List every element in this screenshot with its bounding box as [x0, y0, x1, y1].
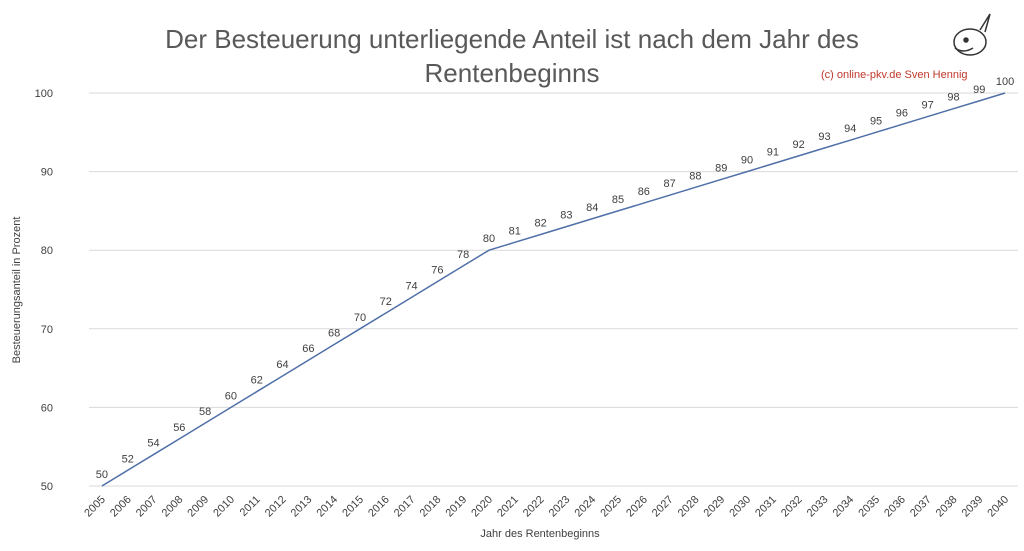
- x-tick-label: 2021: [495, 494, 521, 520]
- data-label: 96: [896, 107, 908, 119]
- x-tick-label: 2023: [547, 494, 573, 520]
- x-tick-label: 2010: [211, 494, 237, 520]
- data-label: 52: [122, 453, 134, 465]
- data-label: 83: [560, 210, 572, 222]
- line: [101, 92, 1006, 487]
- x-tick-label: 2008: [160, 494, 186, 520]
- data-label: 72: [380, 296, 392, 308]
- x-tick-label: 2017: [392, 494, 418, 520]
- x-tick-label: 2037: [908, 494, 934, 520]
- y-tick-label: 90: [41, 167, 53, 179]
- data-label: 100: [996, 76, 1014, 88]
- y-tick-label: 70: [41, 324, 53, 336]
- data-label: 92: [793, 139, 805, 151]
- x-tick-label: 2038: [934, 494, 960, 520]
- data-label: 70: [354, 312, 366, 324]
- data-label: 90: [741, 155, 753, 167]
- data-label: 98: [947, 92, 959, 104]
- x-tick-label: 2030: [727, 494, 753, 520]
- data-label: 76: [431, 265, 443, 277]
- data-label: 95: [870, 115, 882, 127]
- data-label: 97: [922, 100, 934, 112]
- x-tick-label: 2014: [314, 494, 340, 520]
- data-label: 88: [689, 170, 701, 182]
- x-tick-label: 2027: [650, 494, 676, 520]
- x-tick-label: 2039: [960, 494, 986, 520]
- x-tick-label: 2013: [289, 494, 315, 520]
- data-label: 82: [534, 217, 546, 229]
- data-label: 99: [973, 84, 985, 96]
- data-label: 91: [767, 147, 779, 159]
- x-tick-label: 2018: [418, 494, 444, 520]
- credit: (c) online-pkv.de Sven Hennig: [821, 69, 968, 81]
- x-tick-label: 2024: [573, 494, 599, 520]
- x-tick-label: 2035: [856, 494, 882, 520]
- x-tick-label: 2040: [985, 494, 1011, 520]
- x-tick-label: 2019: [444, 494, 470, 520]
- data-label: 74: [405, 280, 417, 292]
- x-tick-label: 2020: [469, 494, 495, 520]
- x-tick-label: 2007: [134, 494, 160, 520]
- x-axis-label: Jahr des Rentenbeginns: [480, 528, 600, 540]
- x-tick-label: 2036: [882, 494, 908, 520]
- x-tick-label: 2012: [263, 494, 289, 520]
- x-tick-label: 2025: [598, 494, 624, 520]
- x-tick-label: 2015: [340, 494, 366, 520]
- x-tick-label: 2033: [805, 494, 831, 520]
- y-tick-label: 100: [35, 88, 53, 100]
- x-tick-label: 2031: [753, 494, 779, 520]
- data-label: 87: [664, 178, 676, 190]
- y-tick-label: 50: [41, 481, 53, 493]
- data-label: 68: [328, 328, 340, 340]
- data-label: 81: [509, 225, 521, 237]
- y-axis-label: Besteuerungsanteil in Prozent: [11, 217, 23, 364]
- data-label: 85: [612, 194, 624, 206]
- y-tick-label: 60: [41, 402, 53, 414]
- data-label: 60: [225, 390, 237, 402]
- data-label: 50: [96, 469, 108, 481]
- x-tick-label: 2022: [521, 494, 547, 520]
- x-tick-label: 2034: [831, 494, 857, 520]
- x-tick-label: 2029: [702, 494, 728, 520]
- data-label: 89: [715, 162, 727, 174]
- x-tick-label: 2005: [82, 494, 108, 520]
- data-label: 80: [483, 233, 495, 245]
- data-label: 78: [457, 249, 469, 261]
- x-tick-label: 2032: [779, 494, 805, 520]
- data-label: 54: [147, 438, 159, 450]
- x-tick-label: 2026: [624, 494, 650, 520]
- logo: [953, 13, 991, 56]
- x-tick-label: 2028: [676, 494, 702, 520]
- x-tick-label: 2011: [238, 494, 263, 519]
- data-label: 62: [251, 375, 263, 387]
- data-label: 84: [586, 202, 598, 214]
- data-label: 56: [173, 422, 185, 434]
- data-label: 93: [818, 131, 830, 143]
- x-tick-label: 2006: [108, 494, 134, 520]
- y-tick-label: 80: [41, 245, 53, 257]
- x-tick-label: 2009: [185, 494, 211, 520]
- x-tick-label: 2016: [366, 494, 392, 520]
- data-label: 64: [276, 359, 288, 371]
- chart-title: Der Besteuerung unterliegende Anteil ist…: [165, 24, 859, 88]
- data-label: 58: [199, 406, 211, 418]
- data-label: 86: [638, 186, 650, 198]
- data-label: 94: [844, 123, 856, 135]
- data-label: 66: [302, 343, 314, 355]
